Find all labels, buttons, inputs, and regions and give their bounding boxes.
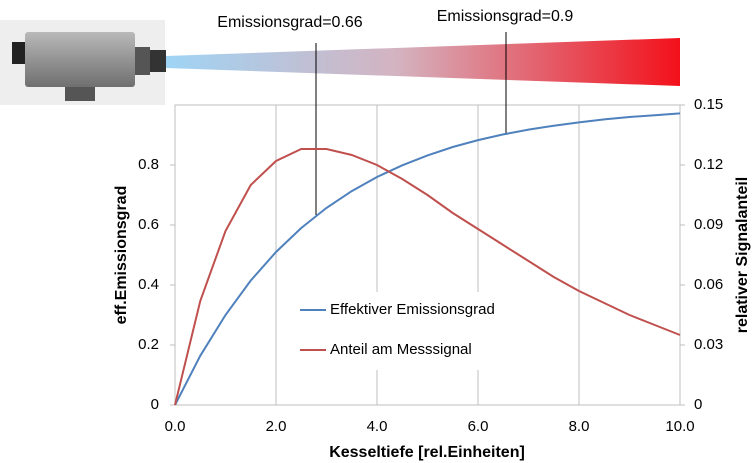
y-axis-label: eff.Emissionsgrad (113, 186, 130, 325)
x-tick-label: 4.0 (367, 418, 388, 435)
y-tick-label: 0.6 (138, 216, 159, 233)
legend-label: Anteil am Messsignal (330, 341, 472, 358)
y2-axis-label: relativer Signalanteil (734, 177, 751, 334)
line-series (174, 148, 681, 406)
y2-tick-label: 0.09 (694, 216, 723, 233)
y2-tick-label: 0.15 (694, 96, 723, 113)
annotation: Emissionsgrad=0.9 (437, 8, 574, 25)
y-tick-label: 0.4 (138, 276, 159, 293)
annotation: Emissionsgrad=0.66 (217, 14, 363, 31)
y2-tick-label: 0.03 (694, 336, 723, 353)
legend (292, 292, 522, 370)
y2-tick-label: 0.12 (694, 156, 723, 173)
x-tick-label: 2.0 (266, 418, 287, 435)
beam (166, 38, 680, 86)
x-tick-label: 8.0 (569, 418, 590, 435)
y2-tick-label: 0.06 (694, 276, 723, 293)
y-tick-label: 0.2 (138, 336, 159, 353)
y-tick-label: 0 (151, 396, 159, 413)
y2-tick-label: 0 (694, 396, 702, 413)
x-axis-label: Kesseltiefe [rel.Einheiten] (329, 444, 525, 461)
x-tick-label: 6.0 (468, 418, 489, 435)
camera (0, 20, 166, 105)
legend-label: Effektiver Emissionsgrad (330, 301, 495, 318)
line-series (174, 112, 681, 406)
x-tick-label: 10.0 (665, 418, 694, 435)
x-tick-label: 0.0 (165, 418, 186, 435)
y-tick-label: 0.8 (138, 156, 159, 173)
